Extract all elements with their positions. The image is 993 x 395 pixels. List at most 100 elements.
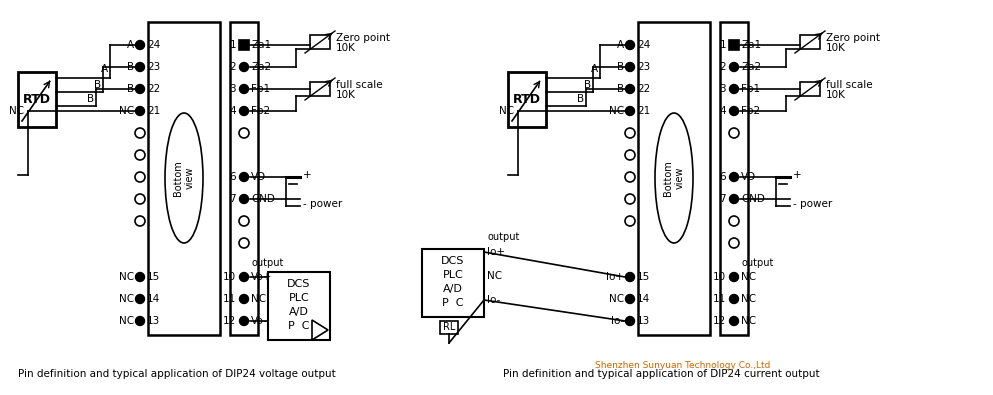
Circle shape [135, 41, 145, 49]
Text: output: output [741, 258, 774, 268]
Text: Fb2: Fb2 [741, 106, 760, 116]
Text: 10: 10 [713, 272, 726, 282]
Text: full scale: full scale [826, 80, 873, 90]
Text: 13: 13 [637, 316, 650, 326]
Ellipse shape [655, 113, 693, 243]
Text: RTD: RTD [513, 93, 541, 106]
Bar [729, 40, 739, 50]
Text: 15: 15 [637, 272, 650, 282]
Text: 21: 21 [637, 106, 650, 116]
Text: Io-: Io- [611, 316, 624, 326]
Circle shape [135, 316, 145, 325]
Text: B: B [127, 62, 134, 72]
Text: Zero point: Zero point [826, 33, 880, 43]
Text: NC: NC [741, 316, 756, 326]
Text: NC: NC [9, 106, 24, 116]
Text: +: + [793, 170, 801, 180]
Text: 12: 12 [713, 316, 726, 326]
Text: 14: 14 [147, 294, 160, 304]
Text: A: A [101, 64, 108, 74]
Polygon shape [312, 320, 328, 340]
Text: RL: RL [443, 322, 455, 333]
Circle shape [135, 85, 145, 94]
Bar [440, 321, 458, 334]
Text: 2: 2 [229, 62, 236, 72]
Text: NC: NC [609, 294, 624, 304]
Text: NC: NC [251, 294, 266, 304]
Text: 7: 7 [229, 194, 236, 204]
Text: 23: 23 [147, 62, 160, 72]
Text: 15: 15 [147, 272, 160, 282]
Text: Bottom
view: Bottom view [173, 160, 195, 196]
Text: Io-: Io- [487, 295, 500, 305]
Text: 13: 13 [147, 316, 160, 326]
Text: Shenzhen Sunyuan Technology Co.,Ltd: Shenzhen Sunyuan Technology Co.,Ltd [595, 361, 771, 371]
Text: Fb1: Fb1 [741, 84, 760, 94]
Bar [720, 22, 748, 335]
Text: Za2: Za2 [251, 62, 271, 72]
Text: NC: NC [119, 272, 134, 282]
Text: PLC: PLC [443, 270, 464, 280]
Bar [638, 22, 710, 335]
Bar [310, 82, 330, 96]
Text: A: A [127, 40, 134, 50]
Text: Io+: Io+ [606, 272, 624, 282]
Text: NC: NC [498, 106, 514, 116]
Circle shape [135, 62, 145, 71]
Text: 10: 10 [222, 272, 236, 282]
Text: 22: 22 [147, 84, 160, 94]
Text: NC: NC [119, 294, 134, 304]
Text: NC: NC [741, 272, 756, 282]
Text: B: B [617, 84, 624, 94]
Text: B: B [86, 94, 94, 104]
Text: GND: GND [251, 194, 275, 204]
Circle shape [135, 107, 145, 115]
Text: Fb2: Fb2 [251, 106, 270, 116]
Text: 24: 24 [147, 40, 160, 50]
Ellipse shape [165, 113, 203, 243]
Circle shape [626, 295, 635, 303]
Text: Fb1: Fb1 [251, 84, 270, 94]
Circle shape [626, 316, 635, 325]
Circle shape [239, 173, 248, 181]
Text: 21: 21 [147, 106, 160, 116]
Text: B: B [584, 80, 591, 90]
Text: 7: 7 [719, 194, 726, 204]
Circle shape [730, 107, 739, 115]
Circle shape [730, 85, 739, 94]
Circle shape [239, 107, 248, 115]
Circle shape [730, 295, 739, 303]
Text: B: B [127, 84, 134, 94]
Text: - power: - power [303, 199, 343, 209]
Text: 2: 2 [719, 62, 726, 72]
Bar [800, 82, 820, 96]
Text: P  C: P C [288, 321, 310, 331]
Circle shape [239, 85, 248, 94]
Text: 10K: 10K [826, 43, 846, 53]
Text: A/D: A/D [443, 284, 463, 294]
Text: full scale: full scale [336, 80, 382, 90]
Text: NC: NC [741, 294, 756, 304]
Text: Za1: Za1 [251, 40, 271, 50]
Text: B: B [617, 62, 624, 72]
Text: DCS: DCS [441, 256, 465, 266]
Text: Pin definition and typical application of DIP24 voltage output: Pin definition and typical application o… [18, 369, 336, 379]
Bar [508, 72, 546, 127]
Text: 1: 1 [719, 40, 726, 50]
Text: 4: 4 [229, 106, 236, 116]
Text: 4: 4 [719, 106, 726, 116]
Bar [230, 22, 258, 335]
Circle shape [626, 107, 635, 115]
Text: Vo+: Vo+ [251, 272, 272, 282]
Text: 10K: 10K [336, 43, 355, 53]
Text: output: output [487, 232, 519, 242]
Circle shape [626, 85, 635, 94]
Bar [268, 272, 330, 340]
Text: - power: - power [793, 199, 832, 209]
Circle shape [730, 62, 739, 71]
Text: NC: NC [119, 106, 134, 116]
Text: Za2: Za2 [741, 62, 761, 72]
Circle shape [730, 173, 739, 181]
Text: NC: NC [609, 106, 624, 116]
Text: 22: 22 [637, 84, 650, 94]
